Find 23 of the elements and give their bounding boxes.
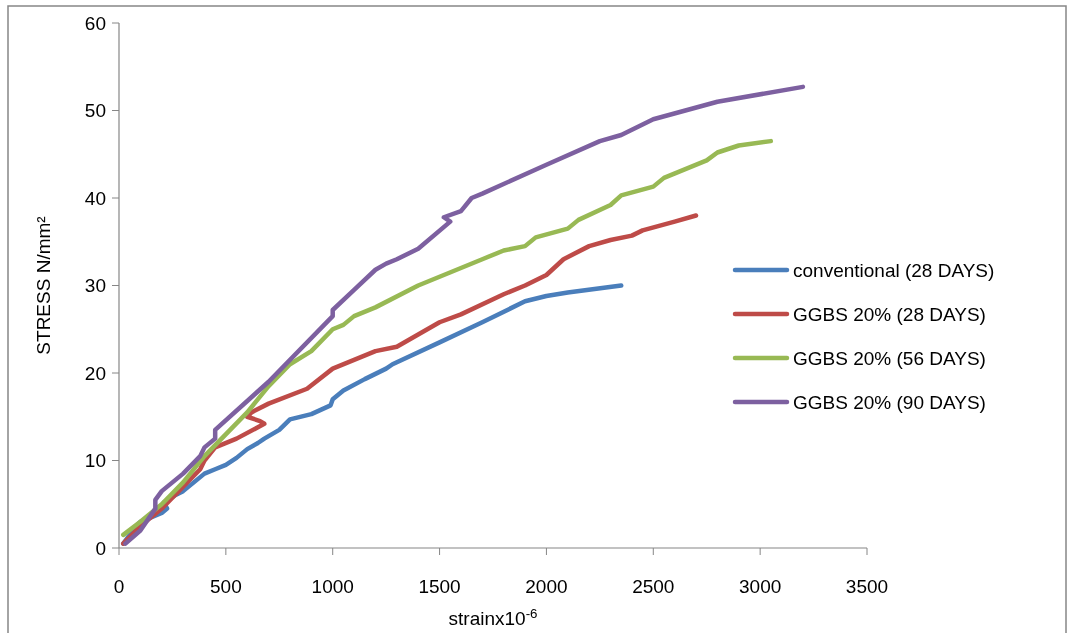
legend-label: GGBS 20% (56 DAYS)	[793, 347, 986, 369]
y-axis-title: STRESS N/mm²	[33, 216, 54, 355]
x-tick-label: 2000	[525, 576, 568, 597]
line-series	[121, 138, 774, 538]
x-tick-label: 3500	[845, 576, 889, 597]
legend-label: GGBS 20% (90 DAYS)	[793, 391, 986, 413]
y-tick-label: 40	[84, 187, 106, 209]
y-tick-label: 0	[95, 537, 106, 559]
y-tick-label: 60	[84, 12, 106, 34]
x-tick-label: 2500	[632, 576, 675, 597]
x-axis-title: strainx10$^{-6}$	[448, 605, 538, 629]
legend-label: conventional (28 DAYS)	[793, 259, 995, 281]
y-tick-label: 10	[84, 450, 106, 472]
x-tick-label: 500	[210, 576, 242, 597]
y-tick-label: 30	[84, 275, 106, 297]
y-tick-label: 50	[84, 100, 106, 122]
x-tick-label: 0	[113, 576, 125, 597]
x-tick-label: 1500	[418, 576, 461, 597]
x-tick-label: 3000	[739, 576, 782, 597]
legend-label: GGBS 20% (28 DAYS)	[793, 303, 986, 325]
x-tick-label: 1000	[311, 576, 354, 597]
line-series	[121, 213, 699, 546]
y-tick-label: 20	[84, 362, 106, 384]
